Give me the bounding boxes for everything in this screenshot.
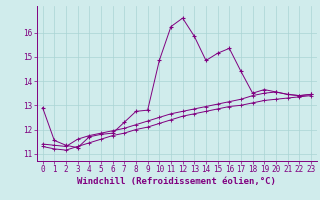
X-axis label: Windchill (Refroidissement éolien,°C): Windchill (Refroidissement éolien,°C): [77, 177, 276, 186]
